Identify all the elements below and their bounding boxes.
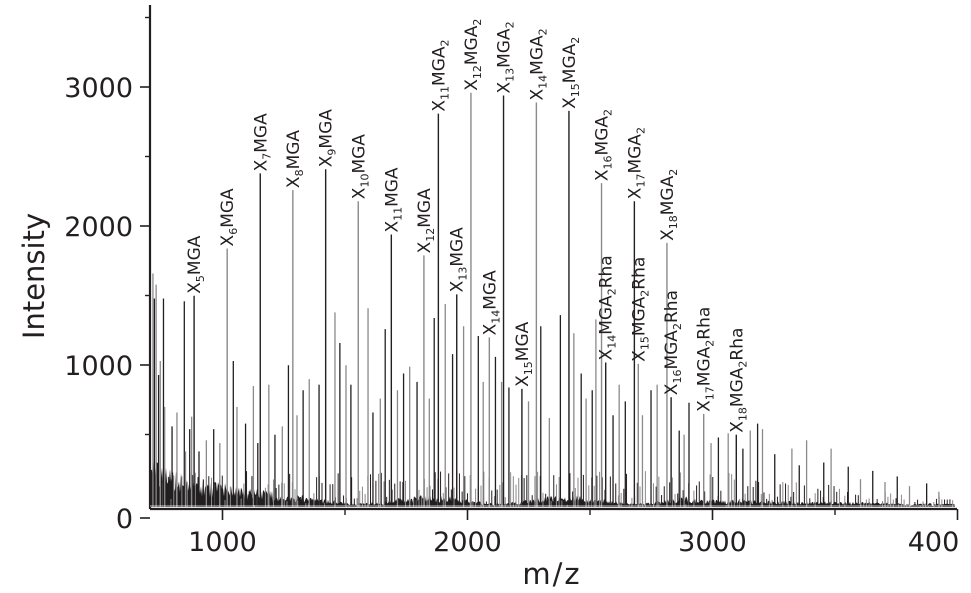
y-tick-label: 1000 bbox=[64, 351, 133, 382]
y-tick-label: 3000 bbox=[64, 73, 133, 104]
x-tick-label: 2000 bbox=[433, 527, 502, 558]
peak-label: X15MGA2 bbox=[560, 37, 582, 109]
peak-label: X8MGA bbox=[284, 130, 306, 188]
peak-label: X7MGA bbox=[251, 113, 273, 171]
baseline-noise-fill bbox=[151, 460, 955, 507]
peak-label: X14MGA2Rha bbox=[597, 255, 619, 360]
peak-label: X11MGA2 bbox=[429, 39, 451, 111]
peak-label: X15MGA bbox=[513, 321, 535, 386]
peak-label: X14MGA bbox=[480, 270, 502, 335]
peak-label: X15MGA2Rha bbox=[629, 257, 651, 362]
peak-label: X17MGA2 bbox=[625, 127, 647, 199]
peak-label: X17MGA2Rha bbox=[695, 307, 717, 412]
x-tick-label: 400 bbox=[908, 527, 960, 558]
peak-label: X18MGA2 bbox=[658, 169, 680, 241]
peak-label: X12MGA bbox=[415, 188, 437, 253]
peak-label: X12MGA2 bbox=[462, 19, 484, 91]
x-ticks: 1000 2000 3000 400 bbox=[188, 509, 959, 558]
peak-label: X10MGA bbox=[349, 134, 371, 199]
peak-annotations: X5MGA X6MGA X7MGA X8MGA X9MGA X10MGA X11MGA X12… bbox=[185, 19, 749, 433]
peak-label: X11MGA bbox=[382, 167, 404, 232]
y-tick-label: 2000 bbox=[64, 212, 133, 243]
axes: 0 1000 2000 3000 1000 2000 3000 400 bbox=[64, 5, 959, 558]
x-axis-label: m/z bbox=[522, 557, 581, 591]
y-tick-label: 0 bbox=[116, 504, 133, 535]
peak-label: X14MGA2 bbox=[527, 28, 549, 100]
x-tick-label: 3000 bbox=[678, 527, 747, 558]
y-ticks: 0 1000 2000 3000 bbox=[64, 16, 150, 535]
peak-label: X16MGA2 bbox=[593, 109, 615, 181]
x-tick-label: 1000 bbox=[188, 527, 257, 558]
peak-label: X13MGA2 bbox=[495, 21, 517, 93]
y-axis-label: Intensity bbox=[17, 213, 51, 339]
peak-label: X6MGA bbox=[218, 188, 240, 246]
peak-label: X5MGA bbox=[185, 235, 207, 293]
peak-label: X9MGA bbox=[317, 109, 339, 167]
peak-label: X13MGA bbox=[448, 227, 470, 292]
peak-label: X16MGA2Rha bbox=[662, 290, 684, 395]
peak-label: X18MGA2Rha bbox=[727, 328, 749, 433]
baseline-noise bbox=[151, 460, 955, 507]
